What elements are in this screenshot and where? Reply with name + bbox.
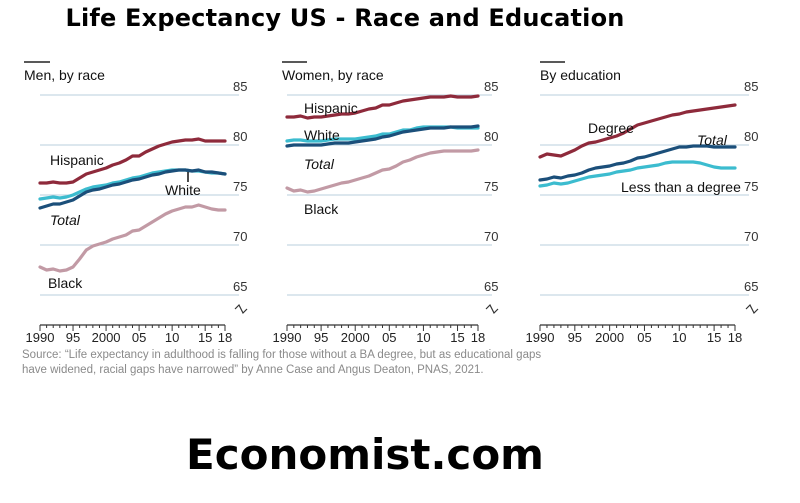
- y-tick-label: 70: [484, 229, 498, 244]
- panel-title: By education: [540, 67, 621, 83]
- series-line-hispanic: [38, 137, 227, 185]
- y-tick-label: 85: [233, 79, 247, 94]
- x-tick-label: 18: [728, 330, 742, 345]
- x-tick-label: 10: [165, 330, 179, 345]
- y-tick-label: 65: [744, 279, 758, 294]
- x-tick-label: 15: [198, 330, 212, 345]
- x-tick-label: 95: [66, 330, 80, 345]
- series-label-less-than-a-degree: Less than a degree: [621, 179, 741, 195]
- x-tick-label: 2000: [595, 330, 624, 345]
- series-label-degree: Degree: [588, 120, 634, 136]
- y-tick-label: 80: [233, 129, 247, 144]
- x-tick-label: 05: [132, 330, 146, 345]
- series-line-black: [38, 203, 227, 273]
- axis-break-icon: [234, 303, 248, 315]
- y-tick-label: 75: [484, 179, 498, 194]
- series-line-less-than-a-degree: [538, 160, 737, 188]
- series-label-total: Total: [304, 156, 335, 172]
- series-line-total: [538, 144, 737, 182]
- page-title: Life Expectancy US - Race and Education: [65, 4, 625, 32]
- x-tick-label: 18: [471, 330, 485, 345]
- series-label-hispanic: Hispanic: [50, 152, 104, 168]
- series-label-black: Black: [48, 275, 83, 291]
- y-tick-label: 65: [233, 279, 247, 294]
- panel-title: Women, by race: [282, 67, 384, 83]
- y-tick-label: 85: [744, 79, 758, 94]
- x-tick-label: 15: [707, 330, 721, 345]
- series-line-total: [38, 168, 227, 210]
- x-tick-label: 05: [382, 330, 396, 345]
- y-tick-label: 80: [744, 129, 758, 144]
- series-label-total: Total: [50, 212, 81, 228]
- axis-break-icon: [745, 303, 759, 315]
- panel-title: Men, by race: [24, 67, 105, 83]
- x-tick-label: 2000: [341, 330, 370, 345]
- series-line-black: [285, 148, 480, 194]
- series-line-total: [285, 124, 480, 148]
- y-tick-label: 75: [233, 179, 247, 194]
- x-tick-label: 1990: [526, 330, 555, 345]
- x-tick-label: 05: [637, 330, 651, 345]
- x-tick-label: 1990: [273, 330, 302, 345]
- series-line-hispanic: [285, 94, 480, 120]
- x-tick-label: 95: [568, 330, 582, 345]
- series-label-white: White: [165, 182, 201, 198]
- x-tick-label: 18: [218, 330, 232, 345]
- series-line-degree: [538, 103, 737, 159]
- y-tick-label: 70: [233, 229, 247, 244]
- x-tick-label: 10: [416, 330, 430, 345]
- series-label-hispanic: Hispanic: [304, 100, 358, 116]
- footer-brand: Economist.com: [186, 430, 544, 479]
- y-tick-label: 85: [484, 79, 498, 94]
- x-tick-label: 2000: [92, 330, 121, 345]
- x-tick-label: 95: [314, 330, 328, 345]
- axis-break-icon: [485, 303, 499, 315]
- y-tick-label: 65: [484, 279, 498, 294]
- x-tick-label: 1990: [26, 330, 55, 345]
- y-tick-label: 80: [484, 129, 498, 144]
- series-label-total: Total: [697, 132, 728, 148]
- y-tick-label: 70: [744, 229, 758, 244]
- series-label-black: Black: [304, 201, 339, 217]
- source-note: Source: “Life expectancy in adulthood is…: [22, 349, 542, 376]
- series-label-white: White: [304, 127, 340, 143]
- x-tick-label: 10: [672, 330, 686, 345]
- x-tick-label: 15: [450, 330, 464, 345]
- y-tick-label: 75: [744, 179, 758, 194]
